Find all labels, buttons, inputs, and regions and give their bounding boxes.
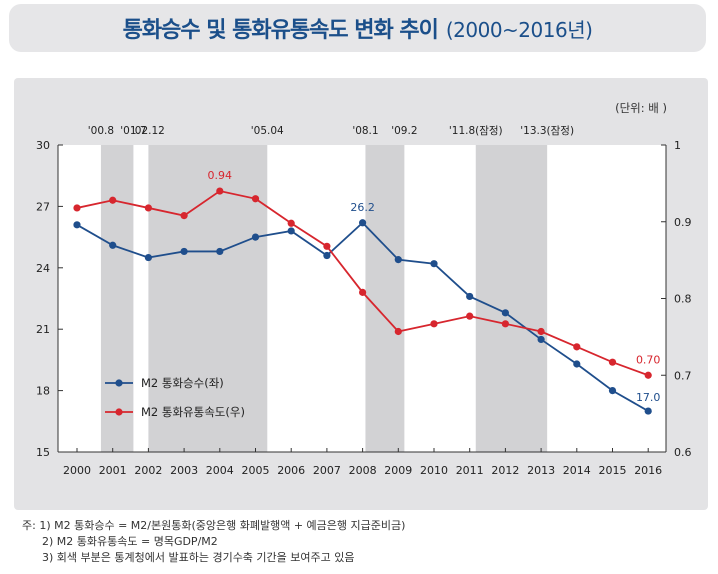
left-tick-label: 24 <box>36 262 50 275</box>
legend-marker <box>115 408 123 416</box>
data-label: 0.94 <box>208 169 233 182</box>
recession-end-label: '13.3(잠정) <box>520 125 574 137</box>
left-tick-label: 27 <box>36 200 50 213</box>
x-tick-label: 2011 <box>456 464 484 477</box>
series-1-point <box>501 309 509 317</box>
series-1-point <box>109 241 117 249</box>
recession-end-label: '05.04 <box>251 125 284 137</box>
series-1-point <box>573 360 581 368</box>
series-1-point <box>251 233 260 241</box>
series-1-point <box>287 227 295 235</box>
x-tick-label: 2008 <box>349 464 377 477</box>
recession-band <box>100 145 134 452</box>
series-2-point <box>537 327 545 336</box>
title-banner: 통화승수 및 통화유통속도 변화 추이 (2000~2016년) <box>9 4 706 52</box>
footnotes: 주: 1) M2 통화승수 = M2/본원통화(중앙은행 화폐발행액 + 예금은… <box>22 518 405 566</box>
footnote-2: 2) M2 통화유통속도 = 명목GDP/M2 <box>42 535 218 548</box>
series-2-point <box>501 320 509 328</box>
series-1-point <box>644 407 652 415</box>
x-tick-label: 2003 <box>170 464 198 477</box>
left-tick-label: 30 <box>36 139 50 152</box>
data-label: 26.2 <box>350 201 375 214</box>
data-label: 17.0 <box>636 391 661 404</box>
recession-start-label: '11.8(잠정) <box>449 125 503 137</box>
series-2-point <box>287 219 295 227</box>
x-tick-label: 2007 <box>313 464 341 477</box>
series-1-point <box>73 221 81 229</box>
x-tick-label: 2005 <box>242 464 270 477</box>
left-tick-label: 18 <box>36 385 50 398</box>
chart-subtitle: (2000~2016년) <box>445 17 593 42</box>
series-2-point <box>359 288 367 296</box>
series-2-point <box>394 327 402 336</box>
legend-marker <box>115 379 123 387</box>
series-1-point <box>180 247 188 256</box>
legend-label: M2 통화유통속도(우) <box>141 405 245 419</box>
recession-end-label: '09.2 <box>391 125 417 137</box>
x-tick-label: 2013 <box>527 464 555 477</box>
series-2-point <box>644 371 652 379</box>
series-2-point <box>144 204 152 212</box>
series-2-point <box>109 196 117 204</box>
series-2-point <box>251 195 260 203</box>
series-2-point <box>608 358 617 366</box>
x-tick-label: 2010 <box>420 464 448 477</box>
right-tick-label: 0.9 <box>674 216 692 229</box>
unit-label: (단위: 배 ) <box>615 101 667 115</box>
x-tick-label: 2012 <box>491 464 519 477</box>
series-2-point <box>216 187 224 195</box>
recession-start-label: '02.12 <box>132 125 165 137</box>
recession-band <box>475 145 548 452</box>
series-1-point <box>430 260 438 268</box>
series-2-point <box>323 242 331 250</box>
x-tick-label: 2002 <box>134 464 162 477</box>
x-tick-label: 2006 <box>277 464 305 477</box>
series-2-point <box>466 312 474 320</box>
recession-start-label: '00.8 <box>88 125 114 137</box>
recession-end-label: '01.7 <box>120 125 146 137</box>
series-1-point <box>144 253 152 262</box>
left-tick-label: 15 <box>36 446 50 459</box>
recession-band <box>365 145 405 452</box>
series-1-point <box>466 292 474 301</box>
series-2-point <box>180 212 188 220</box>
series-1-point <box>216 247 224 256</box>
footnote-1: 주: 1) M2 통화승수 = M2/본원통화(중앙은행 화폐발행액 + 예금은… <box>22 519 406 532</box>
x-tick-label: 2001 <box>99 464 127 477</box>
series-1-point <box>608 387 617 395</box>
series-1-point <box>537 335 545 344</box>
footnote-3: 3) 회색 부분은 통계청에서 발표하는 경기수축 기간을 보여주고 있음 <box>42 551 355 564</box>
x-tick-label: 2014 <box>563 464 591 477</box>
chart-title: 통화승수 및 통화유통속도 변화 추이 <box>122 18 439 43</box>
legend-label: M2 통화승수(좌) <box>141 376 224 390</box>
x-tick-label: 2015 <box>599 464 627 477</box>
x-tick-label: 2000 <box>63 464 91 477</box>
series-2-point <box>73 204 81 212</box>
x-tick-label: 2009 <box>384 464 412 477</box>
right-tick-label: 0.7 <box>674 369 692 382</box>
series-2-point <box>573 343 581 351</box>
x-tick-label: 2004 <box>206 464 234 477</box>
series-1-point <box>394 256 402 264</box>
series-2-point <box>430 320 438 328</box>
data-label: 0.70 <box>636 353 661 366</box>
series-1-point <box>323 251 331 260</box>
series-1-point <box>359 219 367 227</box>
right-tick-label: 0.8 <box>674 293 692 306</box>
right-tick-label: 0.6 <box>674 446 692 459</box>
x-tick-label: 2016 <box>634 464 662 477</box>
recession-start-label: '08.1 <box>352 125 378 137</box>
left-tick-label: 21 <box>36 323 50 336</box>
right-tick-label: 1 <box>674 139 681 152</box>
